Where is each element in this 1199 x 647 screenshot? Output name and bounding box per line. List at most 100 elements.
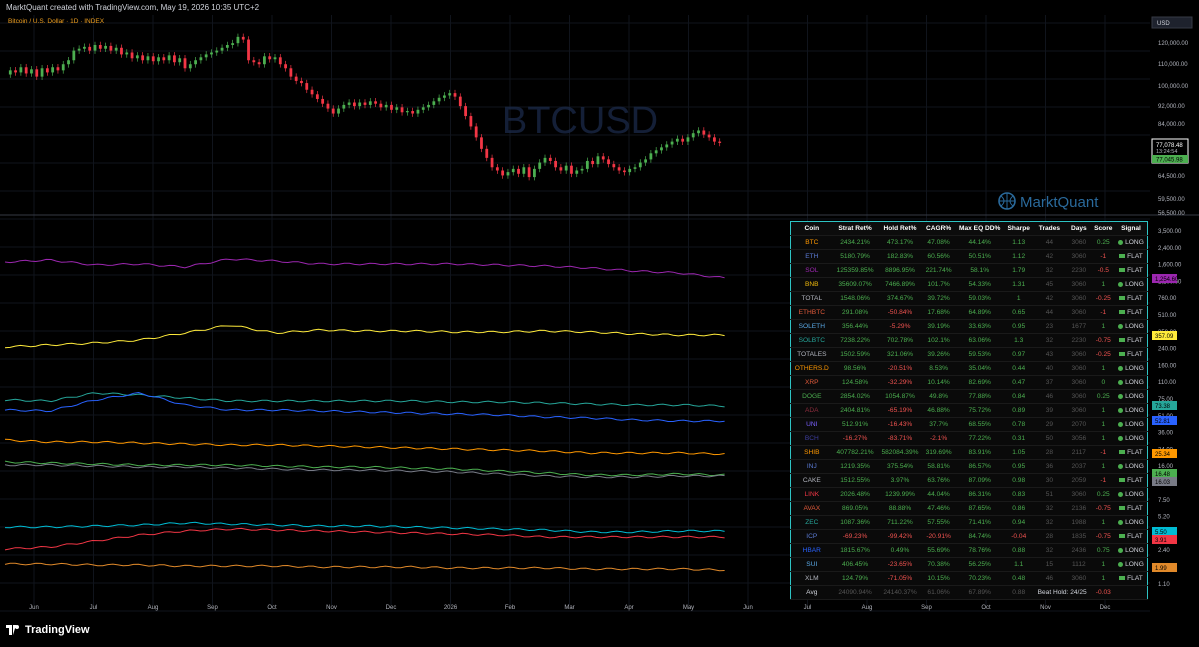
table-cell: 1677 xyxy=(1066,319,1092,334)
table-cell: 44.14% xyxy=(954,235,1005,250)
indicator-line xyxy=(4,521,725,534)
candle-body xyxy=(379,103,383,108)
candle-body xyxy=(458,96,462,107)
currency-label: USD xyxy=(1157,21,1170,27)
candle-body xyxy=(77,48,81,51)
indicator-line xyxy=(4,391,725,423)
series-value-tag: 1,254.60 xyxy=(1152,274,1179,283)
candle-body xyxy=(104,45,107,49)
candle-body xyxy=(501,170,505,176)
table-cell: 77.88% xyxy=(954,389,1005,404)
table-cell: 869.05% xyxy=(832,501,878,516)
series-value: 16.03 xyxy=(1155,480,1171,486)
signal-label: LONG xyxy=(1125,491,1144,498)
logo: MarktQuant xyxy=(998,192,1099,211)
candle-body xyxy=(278,57,282,65)
candle-body xyxy=(474,126,478,138)
table-cell: -1 xyxy=(1091,249,1115,264)
candle-body xyxy=(644,159,647,163)
axis-tick-label: 75.00 xyxy=(1158,397,1174,403)
table-row: SOLBTC 7238.22% 702.78% 102.1% 63.06% 1.3 32 22… xyxy=(790,333,1148,348)
signal-label: LONG xyxy=(1125,463,1144,470)
candle-body xyxy=(564,165,568,171)
table-cell: 124.58% xyxy=(832,375,878,390)
avg-cell: Avg xyxy=(790,585,833,600)
axis-tick-label: 110,000.00 xyxy=(1158,62,1188,68)
signal-cell: FLAT xyxy=(1114,291,1148,306)
candle-body xyxy=(120,47,123,55)
table-cell: 711.22% xyxy=(877,515,923,530)
table-cell: -16.43% xyxy=(877,417,923,432)
coin-cell: BTC xyxy=(790,235,833,250)
axis-tick-label: 84,000.00 xyxy=(1158,122,1185,128)
table-row: SHIB 407782.21% 582084.39% 319.69% 83.91% 1.0… xyxy=(790,445,1148,460)
footer-bar: TradingView xyxy=(0,616,1199,647)
table-cell: 1 xyxy=(1091,403,1115,418)
candle-body xyxy=(24,67,28,74)
candle-body xyxy=(109,45,113,51)
coin-cell: ETHBTC xyxy=(790,305,833,320)
table-cell: 28 xyxy=(1032,445,1067,460)
table-cell: 0.98 xyxy=(1004,473,1033,488)
series-value-tag-bg xyxy=(1152,469,1177,478)
coin-cell: SHIB xyxy=(790,445,833,460)
axis-tick-label: 56,500.00 xyxy=(1158,211,1185,217)
tradingview-brand[interactable]: TradingView xyxy=(6,624,90,636)
table-cell: 7238.22% xyxy=(832,333,878,348)
signal-label: FLAT xyxy=(1127,477,1143,484)
table-row: CAKE 1512.55% 3.97% 63.76% 87.09% 0.98 30 2059-… xyxy=(790,473,1148,488)
table-row: HBAR 1815.67% 0.49% 55.69% 78.76% 0.88 32 2436 0… xyxy=(790,543,1148,558)
series-value-tag-bg xyxy=(1152,274,1177,283)
table-cell: 1835 xyxy=(1066,529,1092,544)
candle-body xyxy=(527,167,531,178)
signal-label: FLAT xyxy=(1127,337,1143,344)
axis-tick-label: 2026 xyxy=(444,605,458,611)
candle-body xyxy=(51,67,55,73)
table-header-cell: Max EQ DD% xyxy=(954,221,1005,236)
candle-body xyxy=(225,45,229,48)
signal-icon xyxy=(1119,478,1126,483)
axis-tick-label: 5.20 xyxy=(1158,515,1170,521)
table-cell: 3060 xyxy=(1066,291,1092,306)
table-cell: 98.56% xyxy=(832,361,878,376)
candle-body xyxy=(358,102,362,107)
countdown: 13:24:54 xyxy=(1156,149,1177,155)
candle-body xyxy=(72,50,76,61)
signal-icon xyxy=(1119,576,1126,581)
series-value: 25.34 xyxy=(1155,452,1171,458)
series-value-tag: 5.50 xyxy=(1152,527,1177,536)
axis-tick-label: 100,000.00 xyxy=(1158,84,1189,90)
table-row: AVAX 869.05% 88.88% 47.46% 87.65% 0.86 32 2136-… xyxy=(790,501,1148,516)
beat-hold-cell: Beat Hold: 24/25 xyxy=(1032,585,1092,600)
candle-body xyxy=(649,153,653,160)
table-cell: 1239.99% xyxy=(877,487,923,502)
candle-body xyxy=(691,133,695,138)
signal-label: LONG xyxy=(1125,379,1144,386)
candle-body xyxy=(421,107,425,110)
indicator-line xyxy=(4,438,725,456)
signal-icon xyxy=(1119,310,1126,315)
table-header-cell: CAGR% xyxy=(922,221,955,236)
table-cell: 375.54% xyxy=(877,459,923,474)
candle-body xyxy=(141,55,145,61)
indicator-line xyxy=(4,325,725,349)
table-cell: 17.68% xyxy=(922,305,955,320)
signal-cell: FLAT xyxy=(1114,501,1148,516)
indicator-line xyxy=(4,463,725,479)
signal-icon xyxy=(1119,254,1126,259)
signal-icon xyxy=(1118,491,1124,497)
candle-body xyxy=(35,69,39,77)
series-value-tag-bg xyxy=(1152,477,1177,486)
candle-body xyxy=(204,54,208,58)
table-cell: 0.97 xyxy=(1004,347,1033,362)
signal-label: LONG xyxy=(1125,239,1144,246)
candle-body xyxy=(596,156,600,165)
table-cell: 23 xyxy=(1032,319,1067,334)
table-cell: 1502.59% xyxy=(832,347,878,362)
table-cell: -65.19% xyxy=(877,403,923,418)
candle-body xyxy=(533,168,536,178)
candle-body xyxy=(93,45,97,51)
signal-icon xyxy=(1119,506,1126,511)
coin-cell: ICP xyxy=(790,529,833,544)
table-cell: 0.65 xyxy=(1004,305,1033,320)
